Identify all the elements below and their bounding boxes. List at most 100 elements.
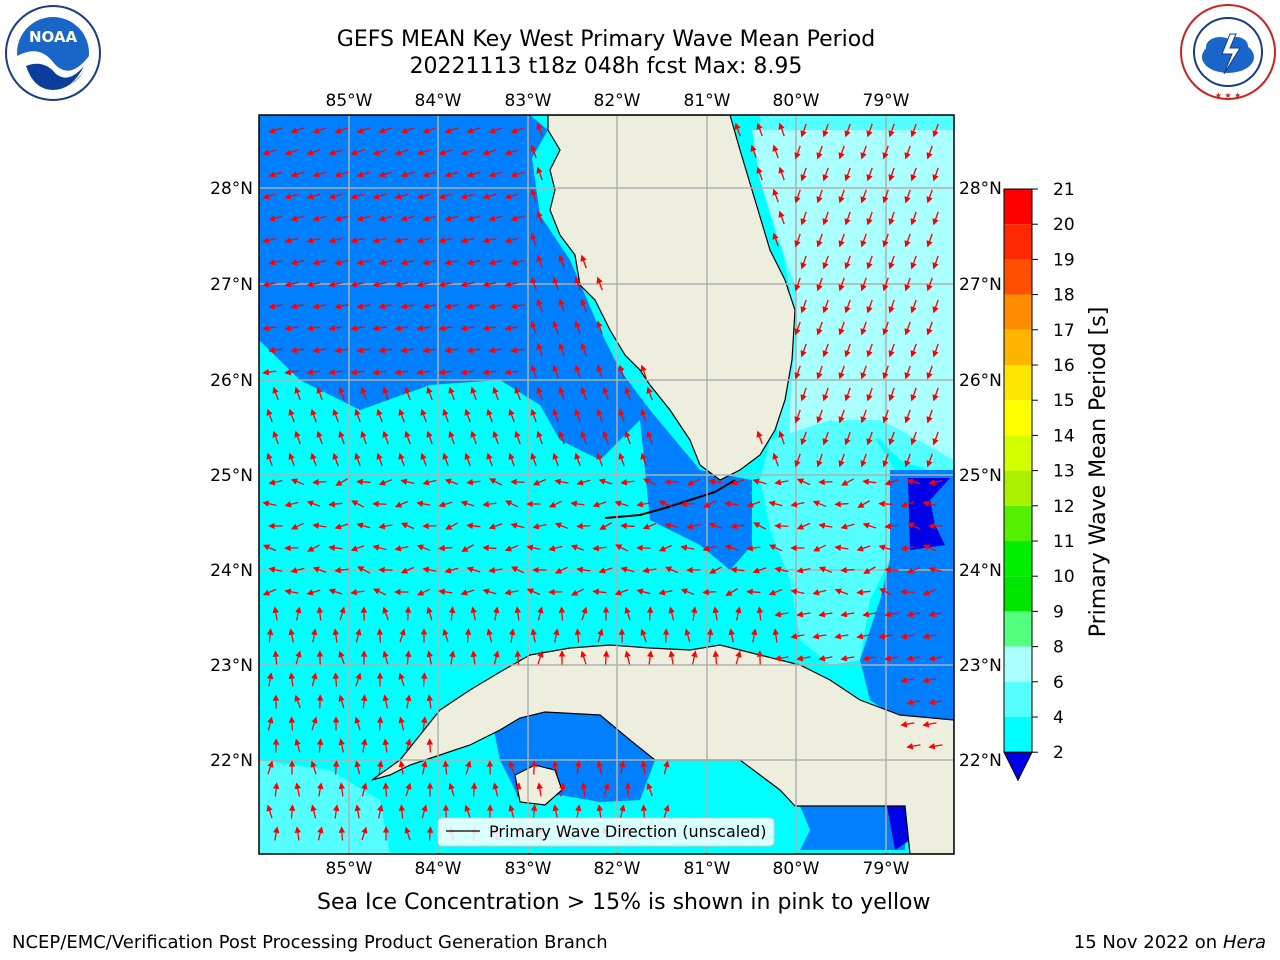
wave-arrow bbox=[378, 523, 393, 530]
wave-arrow bbox=[866, 167, 873, 182]
wave-arrow bbox=[350, 149, 365, 156]
wave-arrow bbox=[338, 738, 345, 753]
wave-arrow bbox=[574, 320, 581, 335]
wave-arrow bbox=[338, 650, 345, 665]
wave-arrow bbox=[658, 589, 673, 596]
wave-arrow bbox=[548, 500, 563, 508]
wave-arrow bbox=[438, 368, 453, 376]
lon-label-top: 80°W bbox=[773, 91, 820, 111]
wave-arrow bbox=[438, 281, 453, 288]
wave-arrow bbox=[576, 566, 591, 574]
wave-arrow bbox=[442, 408, 449, 423]
wave-arrow bbox=[357, 566, 371, 574]
wave-arrow bbox=[350, 368, 365, 376]
wave-arrow bbox=[355, 672, 362, 687]
wave-arrow bbox=[860, 453, 867, 468]
wave-arrow bbox=[576, 522, 591, 530]
wave-arrow bbox=[332, 628, 340, 643]
wave-arrow bbox=[312, 259, 327, 266]
wave-arrow bbox=[800, 123, 807, 138]
wave-arrow bbox=[334, 127, 349, 134]
wave-arrow bbox=[400, 346, 415, 354]
wave-arrow bbox=[416, 544, 431, 552]
wave-arrow bbox=[266, 408, 273, 423]
colorbar-segment bbox=[1004, 329, 1032, 365]
wave-arrow bbox=[470, 782, 478, 797]
wave-direction-arrows bbox=[262, 122, 943, 841]
wave-arrow bbox=[800, 387, 807, 402]
wave-arrow bbox=[772, 452, 779, 467]
wave-arrow bbox=[574, 628, 582, 643]
wave-arrow bbox=[796, 478, 811, 486]
wave-arrow bbox=[592, 544, 607, 552]
wave-arrow bbox=[708, 522, 723, 529]
wave-arrow bbox=[398, 452, 405, 467]
wave-arrow bbox=[910, 123, 917, 138]
wave-arrow bbox=[334, 346, 349, 354]
wave-arrow bbox=[284, 501, 299, 508]
wave-arrow bbox=[526, 544, 541, 551]
wave-arrow bbox=[422, 566, 437, 573]
wave-arrow bbox=[372, 588, 387, 596]
wave-arrow bbox=[756, 166, 763, 181]
wave-arrow bbox=[400, 522, 415, 530]
wave-arrow bbox=[812, 544, 827, 552]
wave-arrow bbox=[844, 211, 851, 226]
wave-arrow bbox=[624, 606, 631, 621]
wave-arrow bbox=[838, 233, 845, 248]
wave-arrow bbox=[354, 760, 361, 775]
wave-arrow bbox=[614, 589, 629, 596]
lat-labels-left: 28°N 27°N 26°N 25°N 24°N 23°N 22°N bbox=[210, 179, 253, 771]
wave-arrow bbox=[488, 523, 503, 530]
wave-arrow bbox=[404, 650, 412, 665]
wave-arrow bbox=[514, 386, 521, 401]
wave-arrow bbox=[725, 588, 738, 596]
wave-arrow bbox=[335, 478, 348, 486]
wave-arrow bbox=[355, 628, 362, 643]
wave-arrow bbox=[482, 544, 497, 552]
wave-arrow bbox=[382, 650, 389, 665]
wave-arrow bbox=[504, 281, 519, 288]
wave-arrow bbox=[448, 386, 455, 401]
wave-arrow bbox=[862, 522, 877, 529]
wave-arrow bbox=[774, 479, 789, 486]
wave-arrow bbox=[400, 303, 415, 310]
colorbar-tick-label: 20 bbox=[1053, 215, 1075, 235]
wave-arrow bbox=[834, 633, 849, 640]
wave-arrow bbox=[470, 606, 477, 621]
wave-arrow bbox=[444, 215, 459, 222]
wave-arrow bbox=[796, 567, 811, 574]
wave-arrow bbox=[284, 368, 299, 376]
wave-arrow bbox=[466, 478, 481, 486]
wave-arrow bbox=[592, 588, 607, 596]
wave-arrow bbox=[334, 303, 349, 310]
wave-arrow bbox=[768, 500, 783, 507]
wave-arrow bbox=[888, 299, 895, 314]
wave-arrow bbox=[400, 127, 415, 134]
wave-arrow bbox=[294, 430, 301, 445]
wave-arrow bbox=[510, 171, 525, 178]
wave-arrow bbox=[530, 628, 537, 643]
colorbar-tick-label: 13 bbox=[1053, 462, 1075, 482]
wave-arrow bbox=[394, 368, 409, 376]
colorbar-tick-label: 14 bbox=[1053, 426, 1075, 446]
wave-arrow bbox=[690, 606, 698, 621]
wave-arrow bbox=[377, 804, 384, 819]
wave-arrow bbox=[465, 760, 472, 775]
wave-arrow bbox=[888, 431, 895, 446]
wave-arrow bbox=[922, 500, 937, 507]
wave-arrow bbox=[624, 430, 631, 445]
wave-arrow bbox=[536, 386, 543, 401]
wave-arrow bbox=[284, 237, 299, 244]
wave-arrow bbox=[378, 127, 393, 134]
wave-arrow bbox=[558, 430, 565, 445]
wave-arrow bbox=[596, 276, 603, 291]
wave-arrow bbox=[416, 281, 431, 288]
wave-arrow bbox=[328, 325, 343, 332]
wave-arrow bbox=[421, 760, 428, 775]
lat-label-right: 28°N bbox=[959, 179, 1002, 199]
wave-arrow bbox=[334, 523, 349, 530]
wave-arrow bbox=[268, 479, 283, 486]
wave-arrow bbox=[316, 606, 324, 621]
wave-arrow bbox=[822, 167, 829, 182]
